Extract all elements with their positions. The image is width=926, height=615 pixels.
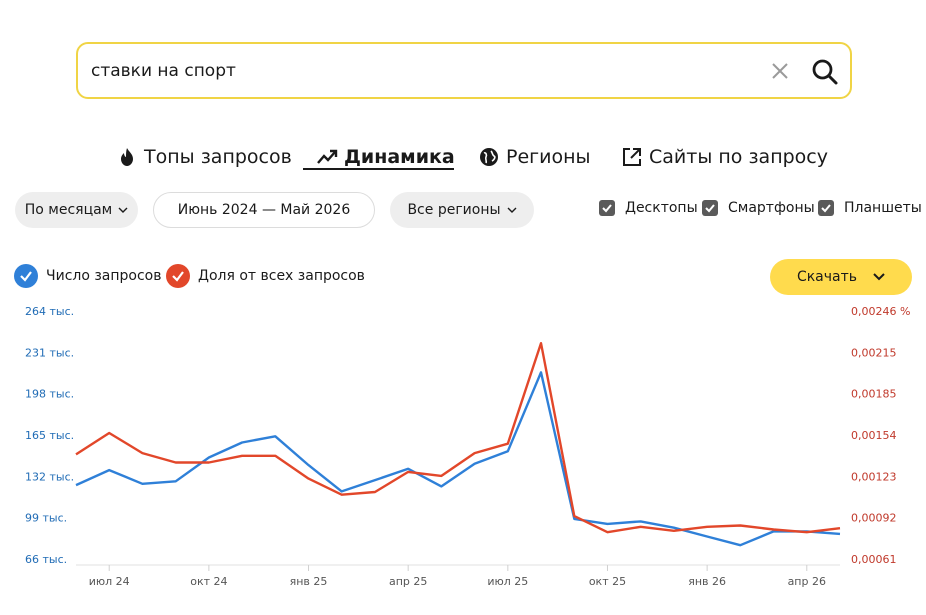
right-axis-tick-label: 0,00246 % — [851, 305, 910, 318]
tab-dynamics[interactable]: Динамика — [316, 143, 455, 171]
left-axis-tick-label: 165 тыс. — [25, 429, 74, 442]
right-axis-tick-label: 0,00185 — [851, 388, 897, 401]
left-axis-tick-label: 231 тыс. — [25, 346, 74, 359]
x-axis-tick-label: янв 26 — [688, 575, 726, 588]
smartphone-checkbox[interactable]: Смартфоны — [702, 200, 815, 216]
chevron-down-icon — [118, 207, 128, 213]
right-axis-tick-label: 0,00123 — [851, 470, 897, 483]
checkbox-label: Смартфоны — [728, 200, 815, 216]
checkbox-label: Планшеты — [844, 200, 922, 216]
date-range-label: Июнь 2024 — Май 2026 — [177, 202, 351, 218]
check-icon — [166, 264, 190, 288]
external-link-icon — [623, 148, 641, 166]
x-axis-tick-label: июл 24 — [89, 575, 130, 588]
chevron-down-icon — [873, 273, 885, 281]
x-axis-tick-label: апр 25 — [389, 575, 427, 588]
left-axis-tick-label: 132 тыс. — [25, 470, 74, 483]
search-icon[interactable] — [810, 57, 840, 87]
tab-sites[interactable]: Сайты по запросу — [621, 143, 828, 171]
x-axis-tick-label: окт 25 — [589, 575, 626, 588]
fire-icon — [121, 148, 133, 166]
checkbox-label: Десктопы — [625, 200, 698, 216]
legend-share[interactable]: Доля от всех запросов — [166, 264, 365, 288]
clear-icon[interactable] — [768, 59, 792, 83]
tab-label: Регионы — [506, 146, 591, 168]
tab-label: Сайты по запросу — [649, 146, 828, 168]
search-box[interactable]: ставки на спорт — [76, 42, 852, 99]
period-group-select[interactable]: По месяцам — [15, 192, 138, 228]
right-axis-tick-label: 0,00154 — [851, 429, 897, 442]
x-axis-tick-label: июл 25 — [487, 575, 528, 588]
legend-label: Доля от всех запросов — [198, 268, 365, 284]
right-axis-tick-label: 0,00092 — [851, 512, 897, 525]
left-axis-tick-label: 66 тыс. — [25, 553, 67, 566]
checkbox-checked-icon — [818, 200, 834, 216]
download-button[interactable]: Скачать — [770, 259, 912, 295]
legend-requests[interactable]: Число запросов — [14, 264, 162, 288]
check-icon — [14, 264, 38, 288]
period-group-label: По месяцам — [24, 202, 113, 218]
download-label: Скачать — [796, 269, 858, 285]
left-axis-tick-label: 198 тыс. — [25, 388, 74, 401]
globe-icon — [480, 148, 498, 166]
left-axis-tick-label: 264 тыс. — [25, 305, 74, 318]
left-axis-tick-label: 99 тыс. — [25, 512, 67, 525]
trend-icon — [317, 149, 338, 164]
date-range-picker[interactable]: Июнь 2024 — Май 2026 — [153, 192, 375, 228]
region-select[interactable]: Все регионы — [390, 192, 534, 228]
tab-top-queries[interactable]: Топы запросов — [116, 143, 292, 171]
chevron-down-icon — [507, 207, 517, 213]
tabs-bar: Топы запросов Динамика Регионы Сайты по … — [0, 143, 926, 173]
x-axis-tick-label: апр 26 — [788, 575, 826, 588]
legend-label: Число запросов — [46, 268, 162, 284]
right-axis-tick-label: 0,00215 — [851, 346, 897, 359]
desktop-checkbox[interactable]: Десктопы — [599, 200, 698, 216]
checkbox-checked-icon — [702, 200, 718, 216]
x-axis-tick-label: окт 24 — [190, 575, 227, 588]
right-axis-tick-label: 0,00061 — [851, 553, 897, 566]
tablet-checkbox[interactable]: Планшеты — [818, 200, 922, 216]
region-label: Все регионы — [407, 202, 501, 218]
tab-regions[interactable]: Регионы — [478, 143, 591, 171]
tab-label: Топы запросов — [144, 146, 292, 168]
search-input[interactable]: ставки на спорт — [91, 61, 236, 81]
checkbox-checked-icon — [599, 200, 615, 216]
share-series-line — [75, 342, 841, 534]
x-axis-tick-label: янв 25 — [290, 575, 328, 588]
active-tab-indicator — [303, 168, 454, 170]
tab-label: Динамика — [344, 146, 455, 168]
requests-series-line — [75, 371, 841, 547]
line-chart: 66 тыс. 99 тыс. 132 тыс. 165 тыс. 198 тыс. 23… — [25, 305, 910, 588]
